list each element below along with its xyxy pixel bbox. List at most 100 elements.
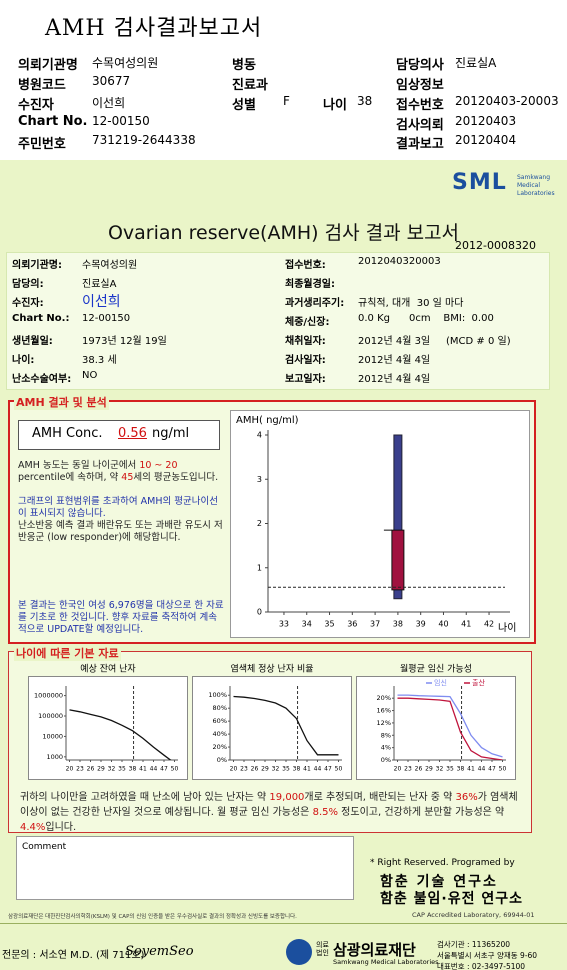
axis-title: 나이 — [498, 622, 516, 634]
info-value: 0.0 Kg 0cm BMI: 0.00 — [358, 313, 494, 324]
series-line — [397, 697, 503, 760]
field-value: 12-00150 — [92, 114, 150, 128]
info-label: 검사일자: — [285, 355, 326, 366]
info-value: 2012년 4월 3일 (MCD # 0 일) — [358, 336, 511, 347]
comment-label: Comment — [22, 842, 67, 852]
chart-frame — [192, 676, 352, 780]
summary-text: 입니다. — [45, 822, 77, 833]
cap-note: CAP Accredited Laboratory, 69944-01 — [412, 911, 535, 919]
x-tick-label: 29 — [425, 766, 433, 773]
summary-text: 36% — [455, 792, 478, 803]
x-tick-label: 50 — [171, 766, 179, 773]
legend-label: 임신 — [434, 678, 447, 687]
y-tick-label: 0% — [381, 756, 391, 764]
y-tick-label: 12% — [377, 719, 391, 727]
y-tick-label: 80% — [213, 704, 227, 712]
paragraph-text: AMH 농도는 동일 나이군에서 — [18, 460, 140, 471]
y-tick-label: 4 — [257, 431, 262, 440]
summary-text: 개로 추정되며, 배란되는 난자 중 약 — [304, 792, 456, 803]
summary: 귀하의 나이만을 고려하였을 때 난소에 남아 있는 난자는 약 19,000개… — [20, 790, 522, 835]
summary-text: 가 염색체이상이 없는 건강한 난자일 것으로 예상됩니다. 월 평균 임신 가… — [20, 792, 518, 818]
report-title: Ovarian reserve(AMH) 검사 결과 보고서 — [107, 222, 460, 244]
org-en: Samkwang Medical Laboratories — [333, 958, 439, 966]
axis-title: AMH( ng/ml) — [236, 415, 299, 426]
info-label: 채취일자: — [285, 336, 326, 347]
y-tick-label: 1000000 — [34, 692, 63, 700]
x-tick-label: 40 — [438, 620, 448, 629]
x-tick-label: 47 — [160, 766, 168, 773]
conc-unit: ng/ml — [152, 426, 190, 441]
x-tick-label: 42 — [484, 620, 494, 629]
info-label: 최종월경일: — [285, 279, 335, 290]
x-tick-label: 39 — [416, 620, 426, 629]
y-tick-label: 4% — [381, 744, 391, 752]
y-tick-label: 0% — [217, 756, 227, 764]
series-line — [233, 695, 339, 756]
field-label: 진료과 — [232, 78, 268, 93]
x-tick-label: 38 — [457, 766, 465, 773]
x-tick-label: 32 — [108, 766, 116, 773]
y-tick-label: 100% — [208, 691, 227, 699]
field-label: 수진자 — [18, 98, 54, 113]
x-tick-label: 50 — [335, 766, 343, 773]
field-label: Chart No. — [18, 114, 88, 129]
contact-line: 검사기관 : 11365200 — [437, 940, 511, 949]
credit-line: * Right Reserved. Programed by — [370, 858, 515, 868]
field-label: 나이 — [323, 98, 347, 113]
basic-chart: 예상 잔여 난자 1000 10000 100000 1000000 20 23 26 29 32… — [28, 663, 188, 780]
contact-line: 서울특별시 서초구 양재동 9-60 — [437, 951, 538, 960]
iqr-box — [391, 529, 405, 591]
analysis-paragraph: 그래프의 표현범위를 초과하여 AMH의 평균나이선이 표시되지 않습니다. — [18, 496, 224, 520]
field-value: 731219-2644338 — [92, 133, 196, 147]
x-tick-label: 37 — [370, 620, 380, 629]
conc-box — [18, 420, 220, 450]
summary-text: 4.4% — [20, 822, 46, 833]
comment-box — [16, 836, 354, 900]
logo: SML — [452, 170, 507, 195]
paragraph-text: 10 ~ 20 — [139, 460, 178, 471]
x-tick-label: 41 — [461, 620, 471, 629]
legend-label: 출산 — [472, 678, 485, 687]
info-label: 생년월일: — [12, 336, 53, 347]
range-bar — [393, 434, 403, 600]
logo-sub: Samkwang — [517, 174, 550, 181]
footer-rule — [0, 923, 567, 924]
summary-text: 8.5% — [312, 807, 338, 818]
field-value: 진료실A — [455, 56, 497, 70]
x-tick-label: 38 — [293, 766, 301, 773]
section-title: 나이에 따른 기본 자료 — [14, 645, 121, 661]
info-label: 보고일자: — [285, 374, 326, 385]
chart-frame — [230, 410, 530, 638]
field-value: 이선희 — [92, 96, 126, 110]
chart-title: 월평균 임신 가능성 — [400, 663, 472, 675]
y-tick-label: 40% — [213, 730, 227, 738]
x-tick-label: 35 — [324, 620, 334, 629]
info-value: 수목여성의원 — [82, 260, 138, 271]
info-value: 이선희 — [82, 294, 121, 310]
x-tick-label: 32 — [272, 766, 280, 773]
section-title: AMH 결과 및 분석 — [14, 394, 109, 410]
contact-line: 대표번호 : 02-3497-5100 — [437, 962, 526, 970]
info-label: 접수번호: — [285, 260, 326, 271]
y-tick-label: 20% — [213, 743, 227, 751]
analysis-paragraph: 난소반응 예측 결과 배란유도 또는 과배란 유도시 저반응군 (low res… — [18, 520, 224, 544]
y-tick-label: 20% — [377, 694, 391, 702]
conc-value: 0.56 — [118, 426, 147, 441]
x-tick-label: 26 — [87, 766, 95, 773]
chart-title: 예상 잔여 난자 — [80, 663, 136, 675]
field-value: 38 — [357, 94, 373, 108]
paragraph-text: 45 — [121, 472, 134, 483]
x-tick-label: 35 — [118, 766, 126, 773]
info-label: 과거생리주기: — [285, 298, 345, 309]
x-tick-label: 29 — [97, 766, 105, 773]
info-label: Chart No.: — [12, 313, 70, 324]
field-value: 30677 — [92, 74, 131, 88]
series-line — [397, 694, 503, 758]
x-tick-label: 41 — [139, 766, 147, 773]
info-label: 나이: — [12, 355, 35, 366]
org-prefix: 의료법인 — [316, 941, 329, 957]
chart-frame — [356, 676, 516, 780]
x-tick-label: 34 — [302, 620, 312, 629]
x-tick-label: 44 — [478, 766, 486, 773]
